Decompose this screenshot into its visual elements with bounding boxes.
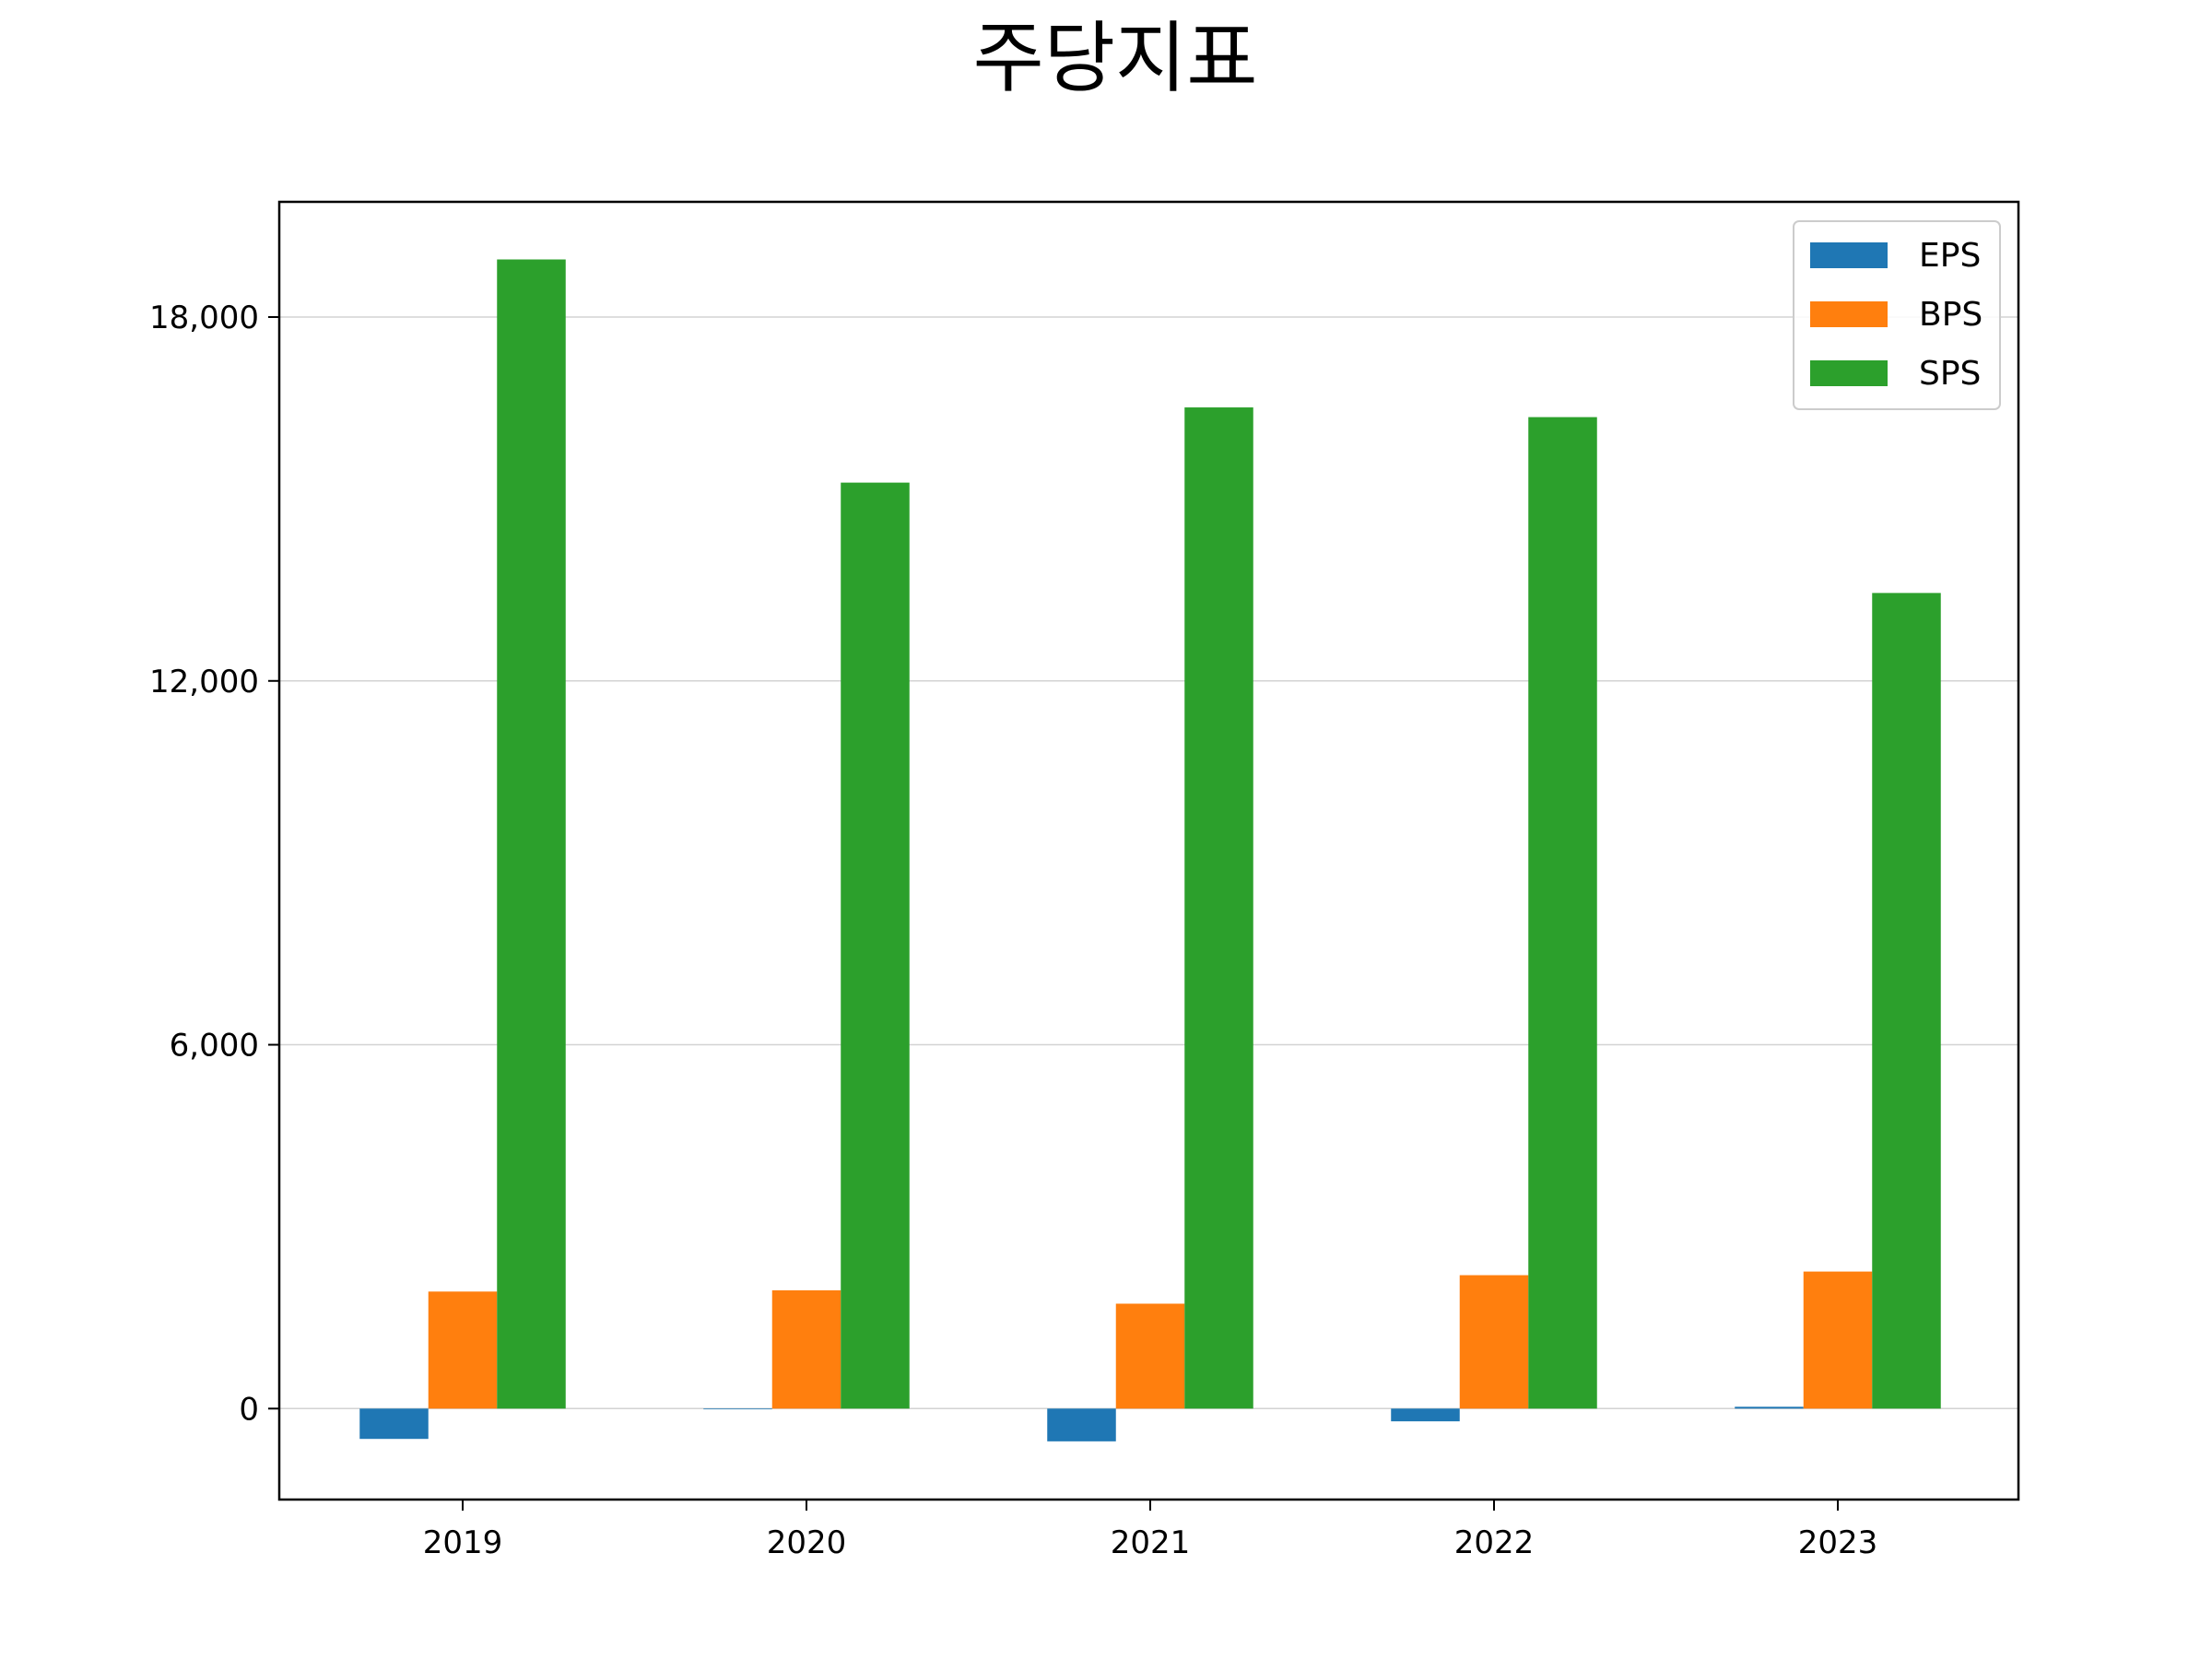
y-tick-label: 12,000 xyxy=(149,664,259,700)
legend-swatch-bps xyxy=(1810,301,1888,327)
legend: EPS BPS SPS xyxy=(1793,220,2001,410)
bar-bps-2021 xyxy=(1115,1303,1185,1409)
chart-title: 주당지표 xyxy=(972,13,1257,103)
bar-sps-2021 xyxy=(1184,407,1253,1409)
bar-bps-2019 xyxy=(428,1291,498,1409)
x-tick-label: 2022 xyxy=(1454,1524,1535,1561)
legend-swatch-eps xyxy=(1810,242,1888,268)
x-axis: 2019 2020 2021 2022 2023 xyxy=(423,1500,1878,1561)
x-tick-label: 2020 xyxy=(767,1524,847,1561)
y-axis: 0 6,000 12,000 18,000 xyxy=(149,300,279,1428)
bars xyxy=(359,259,1941,1441)
bar-sps-2022 xyxy=(1528,417,1597,1409)
y-tick-label: 6,000 xyxy=(170,1028,259,1065)
bar-eps-2021 xyxy=(1047,1408,1116,1441)
bar-sps-2019 xyxy=(497,259,566,1409)
x-tick-label: 2021 xyxy=(1111,1524,1191,1561)
legend-label-sps: SPS xyxy=(1919,355,1981,393)
legend-swatch-sps xyxy=(1810,360,1888,386)
bar-sps-2020 xyxy=(841,482,910,1409)
y-tick-label: 18,000 xyxy=(149,300,259,336)
plot-frame xyxy=(277,200,2020,1501)
bar-bps-2022 xyxy=(1459,1275,1529,1409)
bar-sps-2023 xyxy=(1872,593,1941,1409)
bar-eps-2019 xyxy=(359,1408,429,1440)
legend-label-eps: EPS xyxy=(1919,237,1981,275)
bar-eps-2023 xyxy=(1735,1406,1804,1409)
x-tick-label: 2019 xyxy=(423,1524,503,1561)
y-tick-label: 0 xyxy=(239,1391,259,1428)
bar-bps-2020 xyxy=(771,1290,841,1409)
legend-label-bps: BPS xyxy=(1919,296,1983,334)
bar-bps-2023 xyxy=(1803,1271,1873,1409)
x-tick-label: 2023 xyxy=(1798,1524,1878,1561)
bar-eps-2022 xyxy=(1391,1408,1460,1422)
bar-eps-2020 xyxy=(703,1408,772,1410)
